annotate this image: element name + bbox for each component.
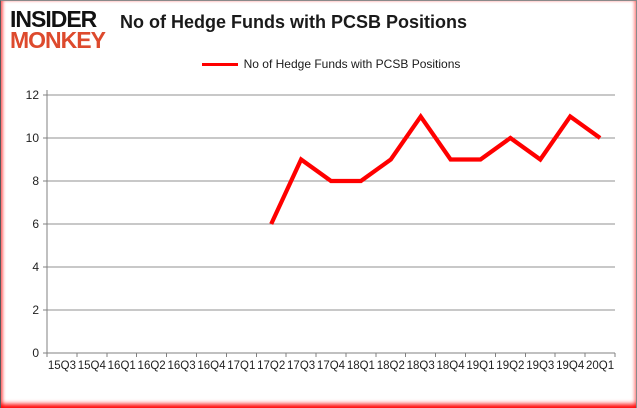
legend-label: No of Hedge Funds with PCSB Positions xyxy=(243,57,461,71)
y-tick-label: 10 xyxy=(26,131,40,145)
x-tick-label: 18Q3 xyxy=(407,360,435,372)
x-tick-label: 18Q4 xyxy=(437,360,466,372)
y-tick-label: 6 xyxy=(32,217,39,231)
y-tick-label: 8 xyxy=(32,174,39,188)
x-tick-label: 16Q4 xyxy=(197,360,226,372)
chart-title: No of Hedge Funds with PCSB Positions xyxy=(120,12,468,32)
x-tick-label: 17Q4 xyxy=(317,360,346,372)
x-tick-label: 18Q2 xyxy=(377,360,405,372)
x-tick-label: 16Q3 xyxy=(167,360,195,372)
x-tick-label: 18Q1 xyxy=(347,360,375,372)
x-tick-label: 15Q3 xyxy=(48,360,76,372)
legend-line-swatch xyxy=(201,62,238,66)
x-tick-label: 17Q3 xyxy=(287,360,315,372)
x-tick-label: 16Q2 xyxy=(138,360,166,372)
x-tick-label: 19Q2 xyxy=(496,360,524,372)
chart-legend: No of Hedge Funds with PCSB Positions xyxy=(47,57,615,71)
y-tick-label: 0 xyxy=(32,346,39,360)
x-tick-label: 16Q1 xyxy=(108,360,136,372)
x-tick-label: 19Q3 xyxy=(526,360,554,372)
y-tick-label: 12 xyxy=(26,88,40,102)
logo-line2: MONKEY xyxy=(10,27,106,53)
x-tick-label: 15Q4 xyxy=(78,360,107,372)
x-tick-label: 17Q2 xyxy=(257,360,285,372)
series-line xyxy=(269,112,602,225)
x-tick-label: 19Q4 xyxy=(556,360,585,372)
y-tick-label: 4 xyxy=(32,260,39,274)
insider-monkey-logo: INSIDER MONKEY xyxy=(10,6,106,53)
x-tick-label: 20Q1 xyxy=(586,360,614,372)
x-tick-label: 17Q1 xyxy=(227,360,255,372)
y-tick-label: 2 xyxy=(32,303,39,317)
x-tick-label: 19Q1 xyxy=(466,360,494,372)
logo-line1: INSIDER xyxy=(10,6,97,32)
